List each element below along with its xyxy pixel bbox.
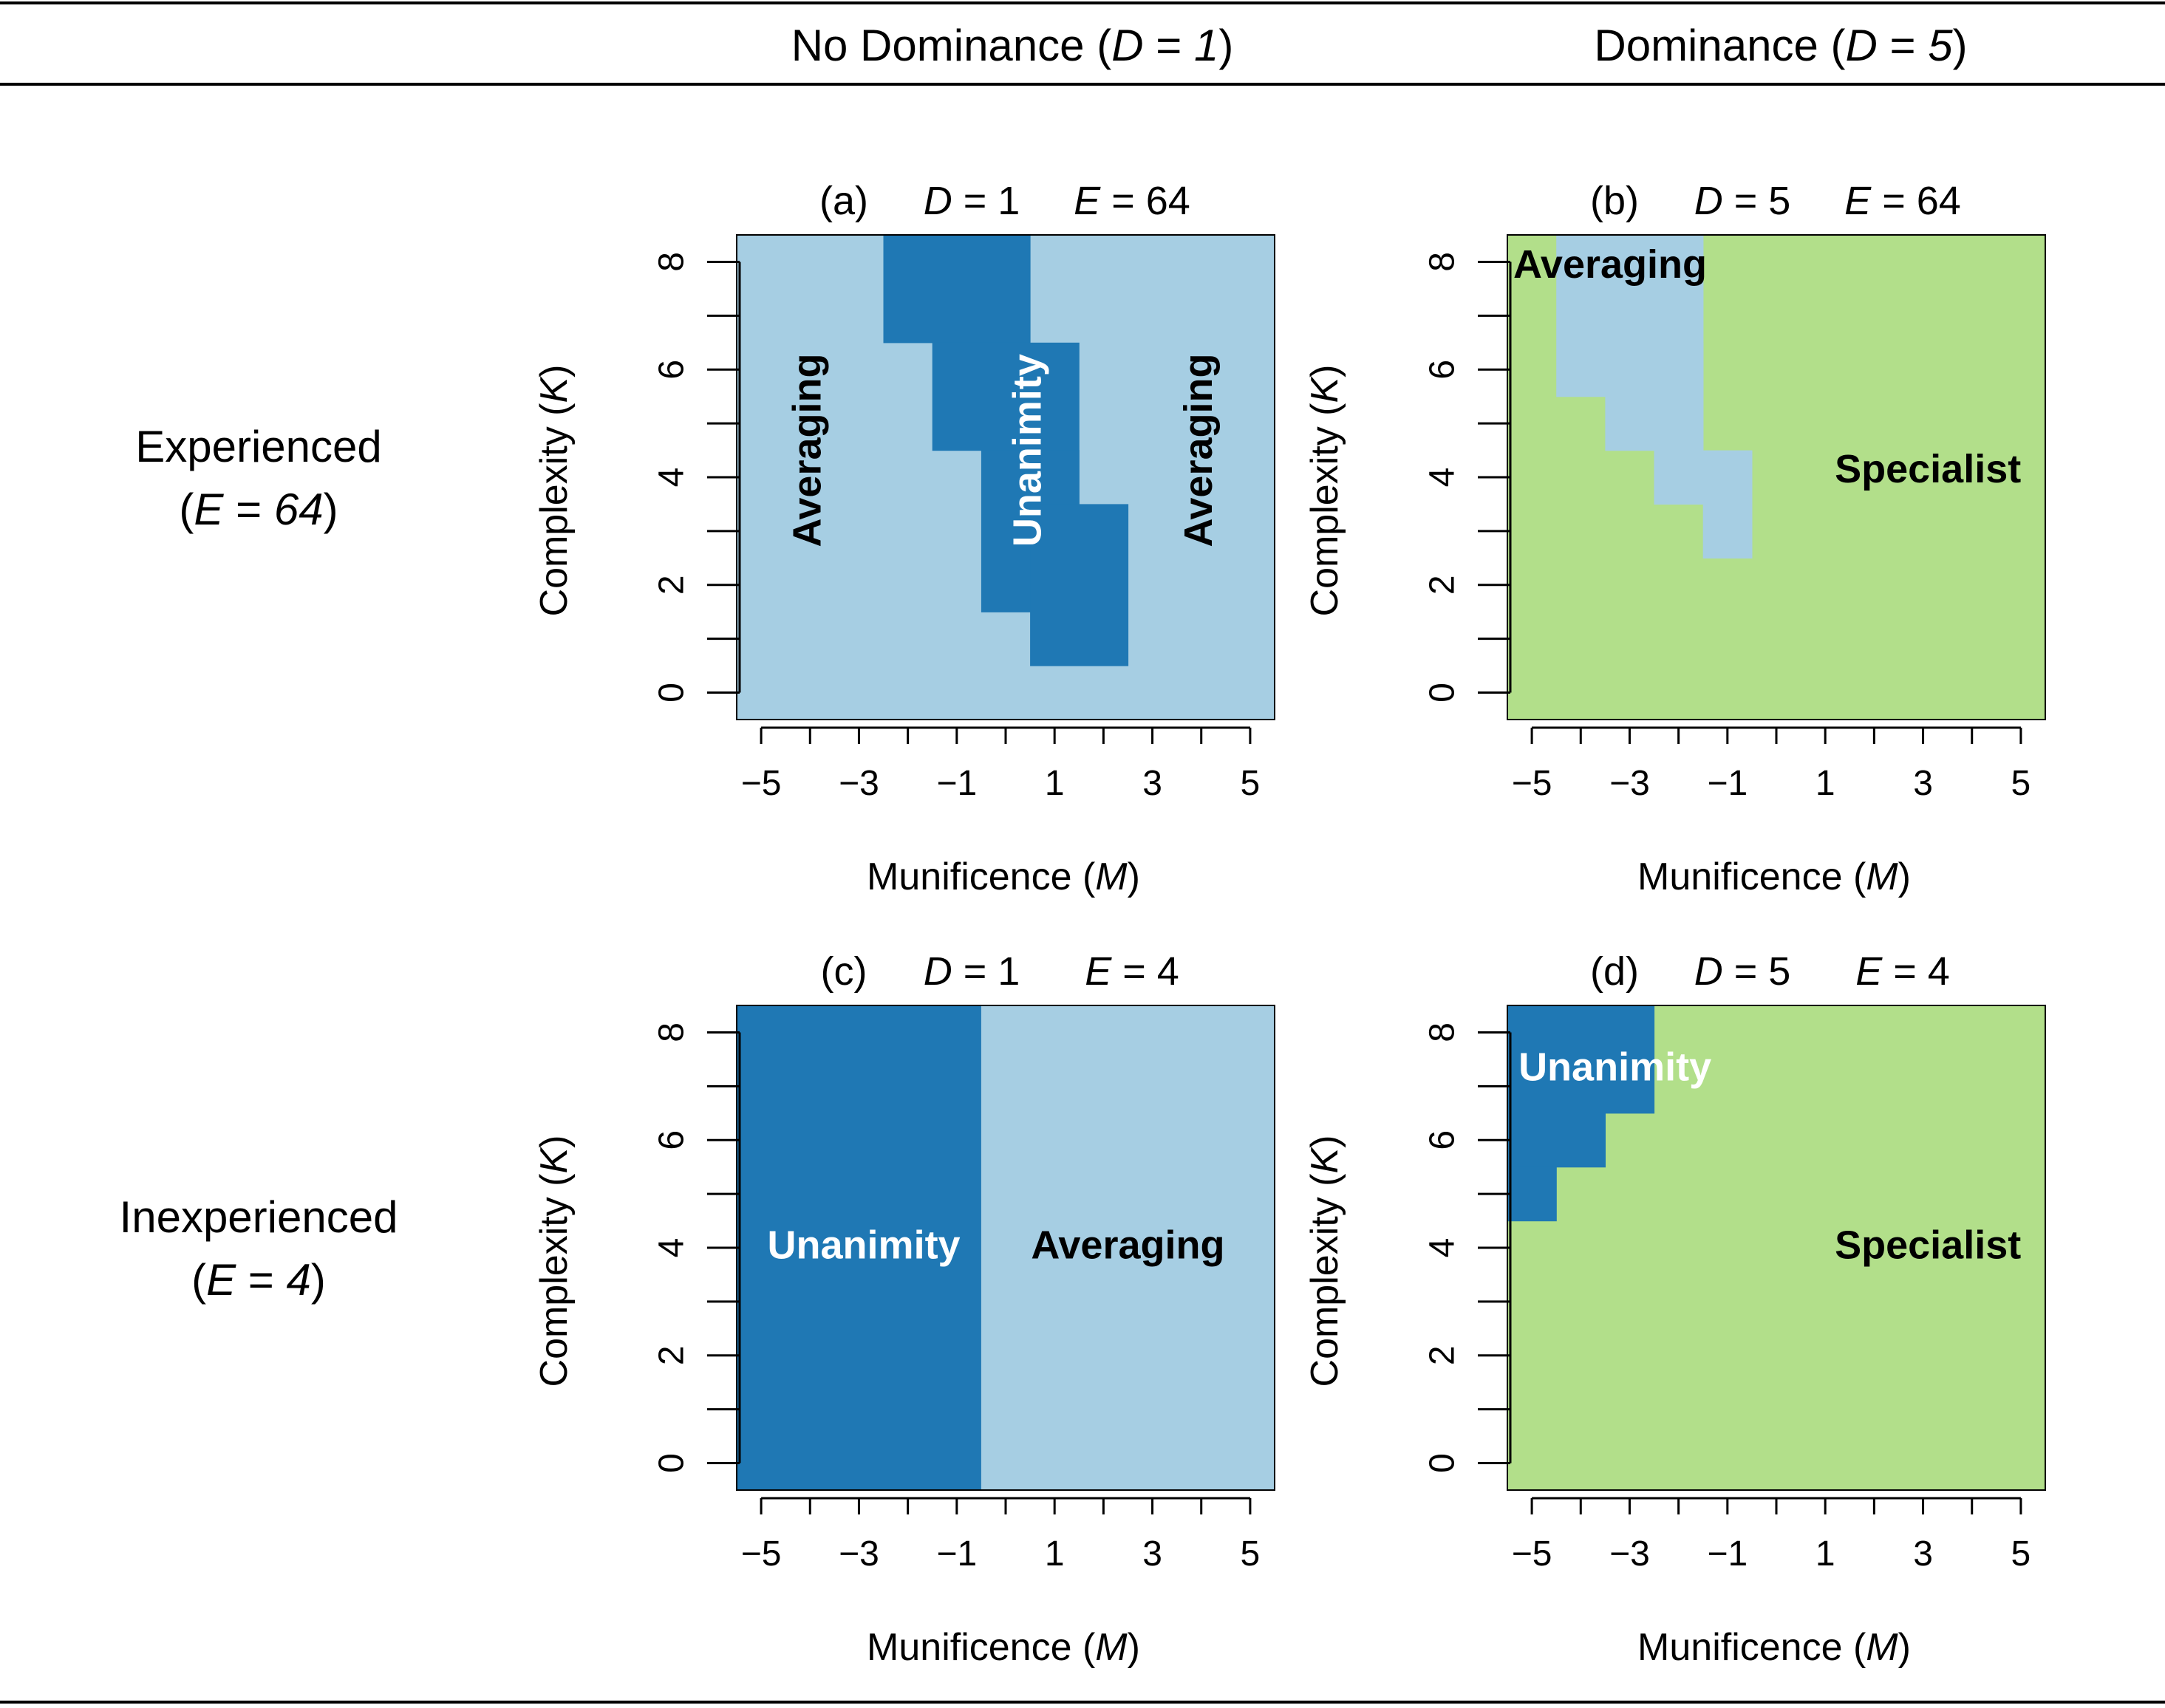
x-tick-label: 3 — [1913, 764, 1933, 803]
row-header-inexperienced-line1: Inexperienced — [120, 1192, 398, 1242]
cell-unanimity — [1507, 1113, 1606, 1168]
row-header-experienced-line2: (E = 64) — [179, 485, 338, 534]
cell-unanimity — [1507, 1166, 1557, 1222]
y-tick-label: 0 — [652, 683, 692, 703]
panel-title-d: D = 1 — [924, 949, 1020, 994]
x-tick-label: −1 — [936, 764, 977, 803]
panel-title-d: D = 1 — [924, 179, 1020, 223]
y-tick-label: 0 — [1423, 683, 1462, 703]
panel-title-d: D = 5 — [1694, 179, 1791, 223]
region-label-averaging: Averaging — [1031, 1223, 1224, 1267]
region-label-averaging: Averaging — [785, 354, 830, 547]
x-tick-label: −1 — [1707, 764, 1748, 803]
y-axis-label: Complexity (K) — [1303, 1135, 1346, 1387]
panel-title-e: E = 4 — [1085, 949, 1179, 994]
column-header-dominance: Dominance (D = 5) — [1594, 21, 1967, 70]
x-tick-label: 3 — [1142, 764, 1162, 803]
y-axis-label: Complexity (K) — [533, 1135, 576, 1387]
cell-unanimity — [932, 342, 1080, 451]
panel-letter: (c) — [821, 949, 867, 994]
y-tick-label: 4 — [1423, 1238, 1462, 1258]
region-label-unanimity: Unanimity — [1518, 1045, 1711, 1090]
panel-title-e: E = 64 — [1074, 179, 1190, 223]
region-label-specialist: Specialist — [1835, 447, 2021, 491]
x-tick-label: −1 — [1707, 1534, 1748, 1574]
panel-title-d: D = 5 — [1694, 949, 1791, 994]
cell-unanimity — [1507, 1005, 1655, 1114]
x-tick-label: 1 — [1045, 764, 1065, 803]
x-tick-label: 3 — [1142, 1534, 1162, 1574]
y-tick-label: 4 — [652, 468, 692, 488]
panel-a: Averaging Unanimity Averaging −5 −3 −1 1 3 5 Muni… — [533, 179, 1275, 898]
x-tick-label: −5 — [741, 1534, 782, 1574]
row-header-inexperienced-line2: (E = 4) — [191, 1255, 326, 1305]
x-tick-label: 5 — [1241, 764, 1261, 803]
panel-title-e: E = 64 — [1844, 179, 1961, 223]
x-tick-label: 1 — [1815, 1534, 1835, 1574]
y-tick-label: 2 — [652, 575, 692, 595]
x-tick-label: −3 — [839, 764, 879, 803]
y-tick-label: 0 — [1423, 1453, 1462, 1473]
y-axis-label: Complexity (K) — [1303, 365, 1346, 617]
y-tick-label: 8 — [652, 1022, 692, 1042]
panel-b: Averaging Specialist −5 −3 −1 1 3 5 Munificence … — [1303, 179, 2046, 898]
cell-unanimity — [883, 235, 1031, 344]
panel-letter: (d) — [1590, 949, 1639, 994]
x-axis-label: Munificence (M) — [1637, 1626, 1911, 1669]
x-axis-label: Munificence (M) — [867, 855, 1140, 898]
y-tick-label: 6 — [1423, 360, 1462, 380]
region-label-averaging: Averaging — [1513, 242, 1707, 287]
x-tick-label: 5 — [2011, 1534, 2031, 1574]
region-label-unanimity: Unanimity — [768, 1223, 961, 1267]
column-header-no-dominance: No Dominance (D = 1) — [791, 21, 1234, 70]
x-tick-label: −1 — [936, 1534, 977, 1574]
cell-averaging — [1702, 450, 1753, 558]
x-tick-label: −5 — [1512, 1534, 1552, 1574]
panel-letter: (b) — [1590, 179, 1639, 223]
x-tick-label: 5 — [2011, 764, 2031, 803]
y-tick-label: 2 — [1423, 575, 1462, 595]
x-tick-label: −5 — [1512, 764, 1552, 803]
x-tick-label: 5 — [1241, 1534, 1261, 1574]
row-header-experienced: Experienced (E = 64) — [135, 422, 382, 534]
region-label-unanimity: Unanimity — [1005, 354, 1049, 547]
panel-title-e: E = 4 — [1855, 949, 1950, 994]
y-tick-label: 6 — [652, 360, 692, 380]
x-tick-label: 3 — [1913, 1534, 1933, 1574]
y-tick-label: 4 — [652, 1238, 692, 1258]
x-tick-label: −3 — [839, 1534, 879, 1574]
y-tick-label: 8 — [1423, 1022, 1462, 1042]
x-tick-label: 1 — [1045, 1534, 1065, 1574]
y-tick-label: 8 — [1423, 252, 1462, 272]
x-axis-label: Munificence (M) — [867, 1626, 1140, 1669]
cell-unanimity — [737, 1005, 982, 1491]
y-tick-label: 6 — [652, 1130, 692, 1150]
y-tick-label: 0 — [652, 1453, 692, 1473]
y-tick-label: 2 — [1423, 1345, 1462, 1365]
x-tick-label: 1 — [1815, 764, 1835, 803]
region-label-specialist: Specialist — [1835, 1223, 2021, 1267]
x-tick-label: −3 — [1609, 1534, 1650, 1574]
y-tick-label: 6 — [1423, 1130, 1462, 1150]
panel-c: Unanimity Averaging −5 −3 −1 1 3 5 Munificence (… — [533, 949, 1275, 1669]
row-header-inexperienced: Inexperienced (E = 4) — [120, 1192, 398, 1305]
panels: Averaging Unanimity Averaging −5 −3 −1 1 3 5 Muni… — [533, 179, 2046, 1669]
panel-letter: (a) — [819, 179, 868, 223]
y-tick-label: 4 — [1423, 468, 1462, 488]
cell-averaging — [981, 1005, 1275, 1491]
panel-d: Unanimity Specialist −5 −3 −1 1 3 5 Munificence … — [1303, 949, 2046, 1669]
x-axis-label: Munificence (M) — [1637, 855, 1911, 898]
y-tick-label: 2 — [652, 1345, 692, 1365]
x-tick-label: −3 — [1609, 764, 1650, 803]
cell-averaging — [1654, 235, 1704, 505]
region-label-averaging: Averaging — [1176, 354, 1221, 547]
row-header-experienced-line1: Experienced — [135, 422, 382, 471]
y-axis-label: Complexity (K) — [533, 365, 576, 617]
cell-unanimity — [1030, 504, 1129, 666]
x-tick-label: −5 — [741, 764, 782, 803]
y-tick-label: 8 — [652, 252, 692, 272]
